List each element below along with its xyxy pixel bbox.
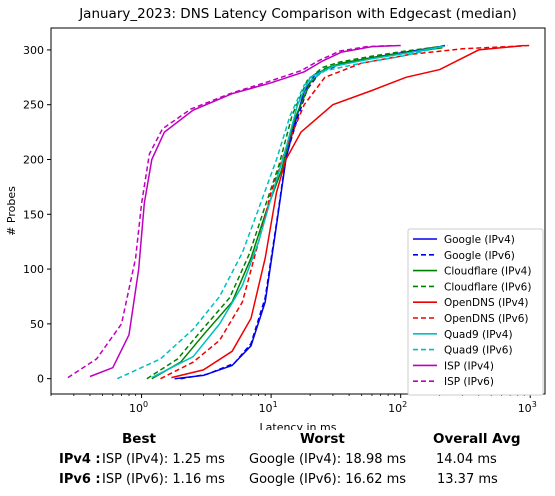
x-axis: 100 101 102 103 — [50, 394, 537, 415]
legend-label-2: Cloudflare (IPv4) — [444, 266, 531, 278]
worst-header: Worst — [300, 431, 345, 447]
y-tick-label: 0 — [37, 373, 44, 386]
series-line-0 — [174, 45, 440, 380]
legend-label-9: ISP (IPv6) — [444, 376, 494, 388]
latency-cdf-chart: January_2023: DNS Latency Comparison wit… — [5, 6, 546, 430]
series-line-2 — [151, 46, 443, 380]
legend-label-1: Google (IPv6) — [444, 250, 515, 262]
x-axis-label: Latency in ms — [260, 421, 337, 430]
legend-label-3: Cloudflare (IPv6) — [444, 281, 531, 293]
y-tick-label: 100 — [23, 263, 44, 276]
legend: Google (IPv4) Google (IPv6) Cloudflare (IP… — [407, 228, 544, 396]
series-line-8 — [89, 44, 401, 378]
y-tick-label: 250 — [23, 99, 44, 112]
series-line-4 — [171, 44, 525, 379]
overall-header: Overall Avg — [433, 431, 521, 447]
ipv4-worst: Google (IPv4): 18.98 ms — [249, 452, 407, 467]
y-tick-label: 200 — [23, 153, 44, 166]
legend-label-0: Google (IPv4) — [444, 234, 515, 246]
ipv4-row-label: IPv4 : — [59, 452, 101, 467]
plot-frame — [50, 27, 546, 395]
series-line-1 — [180, 44, 446, 380]
best-header: Best — [122, 431, 156, 447]
chart-title: January_2023: DNS Latency Comparison wit… — [78, 6, 517, 22]
legend-label-7: Quad9 (IPv6) — [444, 345, 513, 357]
ipv4-overall: 14.04 ms — [436, 452, 497, 467]
series-line-6 — [151, 45, 443, 379]
legend-label-5: OpenDNS (IPv6) — [444, 313, 529, 325]
legend-label-8: ISP (IPv4) — [444, 360, 494, 372]
ipv6-worst: Google (IPv6): 16.62 ms — [249, 472, 407, 487]
series-line-9 — [67, 44, 395, 379]
plot-area — [67, 44, 531, 380]
x-tick-label: 101 — [259, 400, 278, 415]
y-tick-label: 300 — [23, 44, 44, 57]
x-tick-label: 103 — [518, 400, 537, 415]
x-tick-label: 102 — [388, 400, 407, 415]
y-axis: 0 50 100 150 200 250 300 — [23, 44, 51, 386]
legend-box — [407, 228, 544, 396]
y-tick-label: 50 — [30, 318, 44, 331]
ipv6-best: ISP (IPv6): 1.16 ms — [102, 472, 225, 487]
x-tick-label: 100 — [129, 400, 148, 415]
legend-label-6: Quad9 (IPv4) — [444, 329, 513, 341]
series-line-3 — [146, 45, 440, 380]
y-tick-label: 150 — [23, 208, 44, 221]
ipv6-row-label: IPv6 : — [59, 472, 101, 487]
ipv4-best: ISP (IPv4): 1.25 ms — [102, 452, 225, 467]
legend-label-4: OpenDNS (IPv4) — [444, 297, 529, 309]
series-line-7 — [116, 44, 448, 380]
ipv6-overall: 13.37 ms — [437, 472, 498, 487]
y-axis-label: # Probes — [5, 186, 18, 236]
